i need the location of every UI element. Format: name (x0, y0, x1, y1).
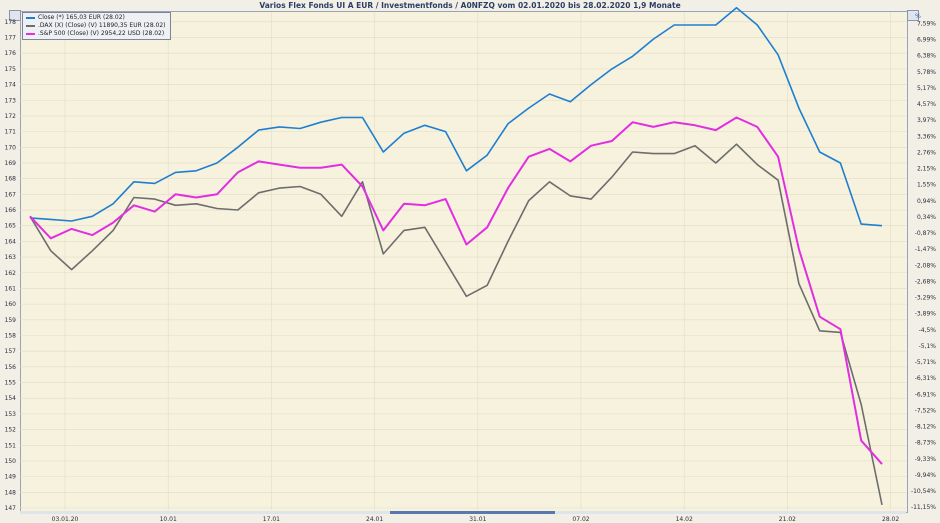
y-right-tick-label: -10,54% (911, 488, 936, 495)
y-left-tick-label: 163 (5, 254, 17, 261)
y-right-tick-label: 7,59% (917, 20, 936, 27)
y-left-tick-label: 150 (5, 458, 17, 465)
x-tick-label: 17.01 (263, 516, 280, 523)
y-right-tick-label: -3,89% (915, 311, 937, 318)
y-left-tick-label: 174 (5, 82, 17, 89)
y-left-tick-label: 147 (5, 505, 17, 512)
x-tick-label: 24.01 (366, 516, 383, 523)
legend-label-sp500: .S&P 500 (Close) (V) 2954,22 USD (28.02) (38, 30, 165, 37)
legend-swatch-dax (26, 25, 35, 27)
y-right-tick-label: 2,76% (917, 149, 936, 156)
y-right-tick-label: 6,99% (917, 37, 936, 44)
y-left-tick-label: 168 (5, 176, 17, 183)
y-left-tick-label: 158 (5, 332, 17, 339)
y-left-tick-label: 169 (5, 160, 17, 167)
legend-swatch-sp500 (26, 33, 35, 35)
y-right-tick-label: -6,91% (915, 391, 937, 398)
y-left-tick-label: 165 (5, 223, 17, 230)
y-left-tick-label: 167 (5, 191, 17, 198)
x-tick-label: 31.01 (469, 516, 486, 523)
dax-series-line (29, 143, 883, 506)
x-tick-label: 07.02 (572, 516, 589, 523)
y-right-tick-label: -2,68% (915, 278, 937, 285)
y-left-tick-label: 172 (5, 113, 17, 120)
y-right-tick-label: 5,78% (917, 69, 936, 76)
y-left-tick-label: 170 (5, 144, 17, 151)
x-tick-label: 10.01 (160, 516, 177, 523)
y-right-tick-label: -5,1% (919, 343, 937, 350)
legend-entry-sp500: .S&P 500 (Close) (V) 2954,22 USD (28.02) (26, 30, 166, 38)
y-left-tick-label: 157 (5, 348, 17, 355)
y-left-tick-label: 148 (5, 489, 17, 496)
y-left-tick-label: 151 (5, 442, 17, 449)
y-right-tick-label: 1,55% (917, 182, 936, 189)
legend-entry-close: Close (*) 165,03 EUR (28.02) (26, 14, 166, 22)
y-right-tick-label: -9,33% (915, 456, 937, 463)
legend-label-close: Close (*) 165,03 EUR (28.02) (38, 14, 125, 21)
y-right-tick-label: -5,71% (915, 359, 937, 366)
y-left-tick-label: 175 (5, 66, 17, 73)
x-tick-label: 03.01.20 (52, 516, 79, 523)
y-left-tick-label: 178 (5, 19, 17, 26)
y-left-tick-label: 166 (5, 207, 17, 214)
y-right-tick-label: -8,12% (915, 424, 937, 431)
y-left-tick-label: 176 (5, 50, 17, 57)
y-left-tick-label: 149 (5, 474, 17, 481)
x-tick-label: 21.02 (779, 516, 796, 523)
x-tick-label: 28.02 (882, 516, 899, 523)
close-series-line (29, 6, 883, 227)
y-left-tick-label: 171 (5, 129, 17, 136)
y-right-tick-label: -0,87% (915, 230, 937, 237)
y-right-tick-label: 0,94% (917, 198, 936, 205)
time-scrollbar-thumb[interactable] (390, 511, 555, 514)
time-scrollbar[interactable] (20, 511, 906, 514)
y-left-tick-label: 153 (5, 411, 17, 418)
y-right-tick-label: -1,47% (915, 246, 937, 253)
right-axis-handle[interactable] (907, 10, 919, 21)
legend-swatch-close (26, 17, 35, 19)
y-left-tick-label: 164 (5, 238, 17, 245)
y-left-tick-label: 173 (5, 97, 17, 104)
y-left-tick-label: 177 (5, 35, 17, 42)
y-right-tick-label: 3,36% (917, 133, 936, 140)
legend-entry-dax: .DAX (X) (Close) (V) 11890,35 EUR (28.02… (26, 22, 166, 30)
sp500-series-line (29, 116, 883, 465)
y-left-tick-label: 161 (5, 285, 17, 292)
y-right-tick-label: 5,17% (917, 85, 936, 92)
y-left-tick-label: 159 (5, 317, 17, 324)
y-right-tick-label: 4,57% (917, 101, 936, 108)
left-axis-handle[interactable] (9, 10, 21, 21)
y-right-tick-label: -6,31% (915, 375, 937, 382)
y-left-tick-label: 156 (5, 364, 17, 371)
y-right-tick-label: -8,73% (915, 440, 937, 447)
y-left-tick-label: 155 (5, 380, 17, 387)
y-left-tick-label: 160 (5, 301, 17, 308)
y-right-tick-label: -9,94% (915, 472, 937, 479)
y-right-tick-label: -7,52% (915, 407, 937, 414)
y-left-tick-label: 154 (5, 395, 17, 402)
y-right-tick-label: -3,29% (915, 295, 937, 302)
y-right-tick-label: -4,5% (919, 327, 937, 334)
y-right-tick-label: 6,38% (917, 53, 936, 60)
y-right-tick-label: -2,08% (915, 262, 937, 269)
y-left-tick-label: 162 (5, 270, 17, 277)
x-tick-label: 14.02 (676, 516, 693, 523)
chart-legend: Close (*) 165,03 EUR (28.02) .DAX (X) (C… (22, 12, 171, 40)
chart-title: Varios Flex Fonds UI A EUR / Investmentf… (259, 1, 681, 10)
y-right-tick-label: 0,34% (917, 214, 936, 221)
y-right-unit-label: % (915, 13, 921, 20)
y-right-tick-label: 2,15% (917, 166, 936, 173)
y-left-tick-label: 152 (5, 427, 17, 434)
y-right-tick-label: 3,97% (917, 117, 936, 124)
legend-label-dax: .DAX (X) (Close) (V) 11890,35 EUR (28.02… (38, 22, 166, 29)
y-right-tick-label: -11,15% (911, 504, 936, 511)
